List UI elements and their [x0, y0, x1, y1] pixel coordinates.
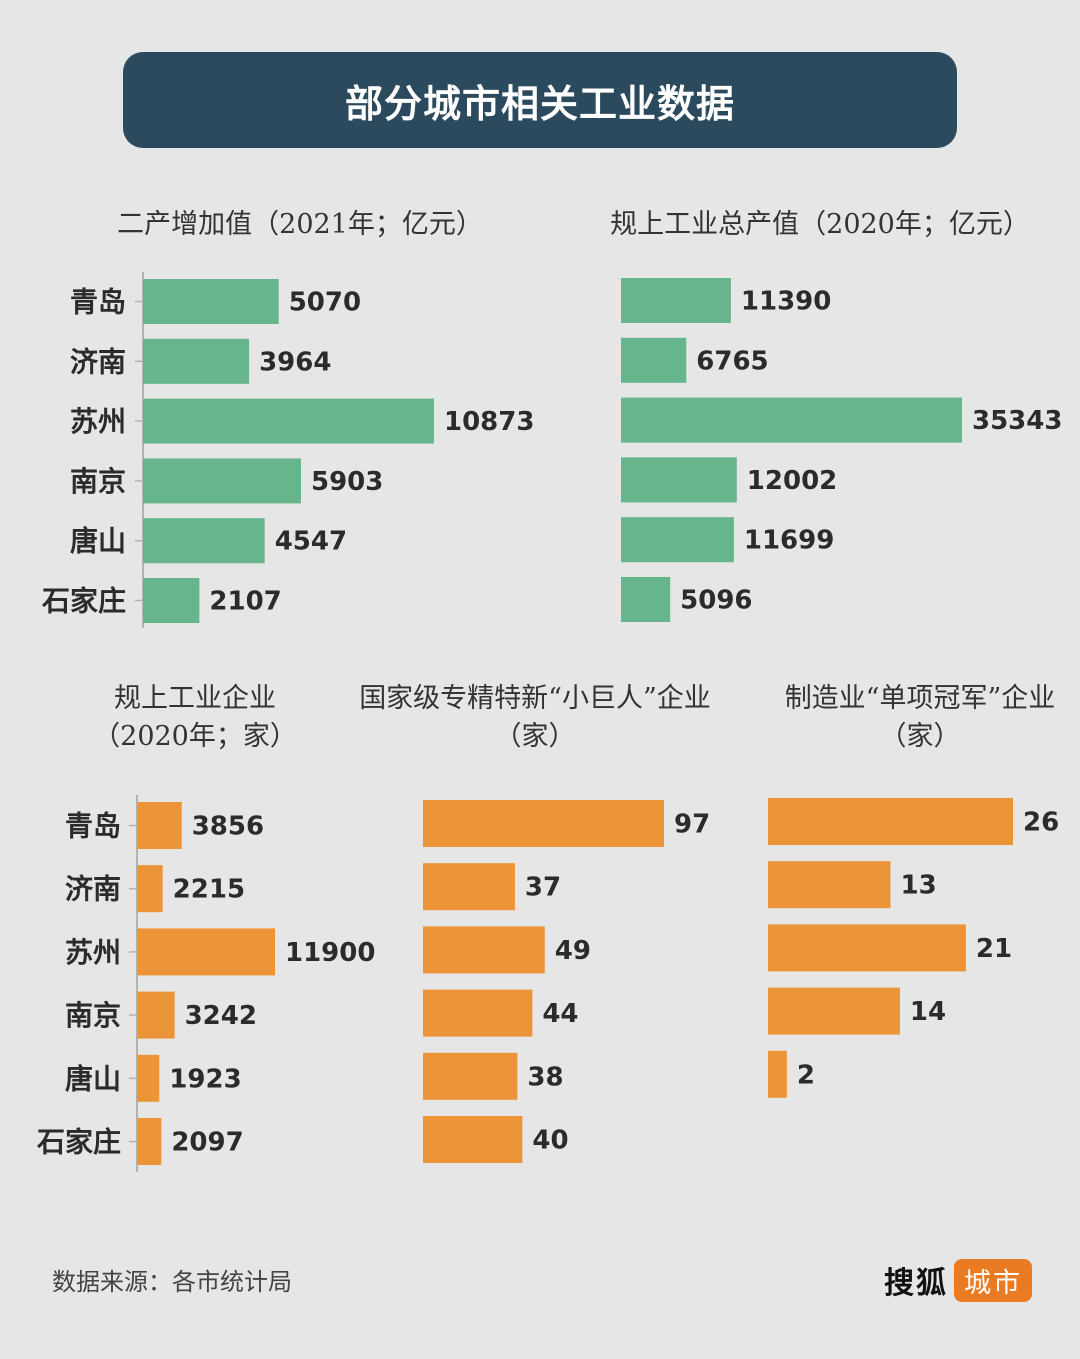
bar [768, 1050, 787, 1098]
chart-title-secondary-industry: 二产增加值（2021年；亿元） [100, 206, 500, 244]
value-label: 2 [797, 1060, 815, 1090]
value-label: 10873 [444, 407, 534, 437]
bar [143, 338, 250, 384]
bar [423, 1052, 518, 1100]
value-label: 11900 [285, 938, 375, 968]
chart-title-industrial-output: 规上工业总产值（2020年；亿元） [590, 206, 1050, 244]
category-label: 青岛 [65, 810, 121, 843]
chart-title-little-giants: 国家级专精特新“小巨人”企业 （家） [340, 680, 730, 756]
bar [621, 397, 962, 443]
value-label: 11699 [744, 526, 834, 556]
bar [423, 926, 545, 974]
value-label: 13 [901, 871, 937, 901]
value-label: 21 [976, 934, 1012, 964]
value-label: 49 [555, 936, 591, 966]
value-label: 1923 [169, 1064, 241, 1094]
bar [137, 1054, 160, 1102]
bar [768, 987, 900, 1035]
value-label: 2107 [209, 587, 281, 617]
chart-title-industrial-enterprises: 规上工业企业 （2020年；家） [80, 680, 310, 756]
value-label: 97 [674, 810, 710, 840]
bar [137, 928, 275, 976]
bar [621, 517, 734, 563]
sohu-city-logo: 搜狐 城市 [884, 1258, 1032, 1302]
bar [137, 865, 163, 913]
bar [768, 798, 1013, 845]
chart-title-line2: （家） [879, 721, 961, 752]
bar [143, 279, 279, 324]
banner-title: 部分城市相关工业数据 [344, 81, 735, 126]
bar [768, 861, 891, 909]
value-label: 3856 [192, 812, 264, 842]
value-label: 5070 [289, 288, 361, 318]
category-label: 唐山 [70, 525, 126, 558]
value-label: 35343 [972, 406, 1062, 436]
chart-title-line1: 制造业“单项冠军”企业 [784, 683, 1056, 714]
category-label: 苏州 [65, 936, 121, 969]
bar [137, 991, 175, 1039]
category-label: 石家庄 [41, 585, 126, 618]
logo-text: 搜狐 [884, 1266, 948, 1301]
value-label: 3242 [185, 1001, 257, 1031]
category-label: 济南 [70, 345, 126, 378]
bar [621, 457, 737, 503]
value-label: 14 [910, 997, 946, 1027]
value-label: 4547 [275, 527, 347, 557]
bar [143, 398, 434, 444]
bar [621, 337, 687, 383]
category-label: 济南 [65, 873, 121, 906]
value-label: 44 [542, 999, 578, 1029]
chart-title-line2: （家） [494, 721, 576, 752]
data-source: 数据来源：各市统计局 [52, 1268, 292, 1296]
bar [423, 800, 664, 847]
bar [137, 802, 182, 849]
value-label: 37 [525, 873, 561, 903]
category-label: 南京 [65, 999, 121, 1032]
value-label: 3964 [259, 347, 331, 377]
value-label: 40 [532, 1126, 568, 1156]
bar [423, 989, 533, 1037]
logo-badge: 城市 [954, 1258, 1032, 1302]
value-label: 26 [1023, 808, 1059, 838]
value-label: 6765 [696, 346, 768, 376]
value-label: 5096 [680, 586, 752, 616]
bar [621, 278, 731, 323]
title-banner: 部分城市相关工业数据 [123, 52, 957, 148]
bar [143, 578, 200, 623]
chart-title-text: 规上工业总产值（2020年；亿元） [610, 209, 1030, 240]
bar [143, 518, 265, 564]
value-label: 38 [527, 1062, 563, 1092]
bar [137, 1118, 162, 1165]
bar [143, 458, 301, 504]
value-label: 2215 [173, 875, 245, 905]
bar [768, 924, 966, 972]
value-label: 11390 [741, 287, 831, 317]
chart-title-single-champions: 制造业“单项冠军”企业 （家） [762, 680, 1078, 756]
value-label: 5903 [311, 467, 383, 497]
chart-title-line2: （2020年；家） [93, 721, 297, 752]
bar [621, 577, 671, 622]
category-label: 石家庄 [36, 1126, 121, 1159]
category-label: 南京 [70, 465, 126, 498]
bar [423, 863, 515, 911]
chart-title-line1: 规上工业企业 [114, 683, 276, 714]
chart-title-text: 二产增加值（2021年；亿元） [117, 209, 483, 240]
value-label: 12002 [747, 466, 837, 496]
category-label: 青岛 [70, 286, 126, 319]
bar [423, 1116, 523, 1163]
value-label: 2097 [171, 1128, 243, 1158]
chart-title-line1: 国家级专精特新“小巨人”企业 [359, 683, 711, 714]
category-label: 唐山 [65, 1062, 121, 1095]
category-label: 苏州 [70, 405, 126, 438]
